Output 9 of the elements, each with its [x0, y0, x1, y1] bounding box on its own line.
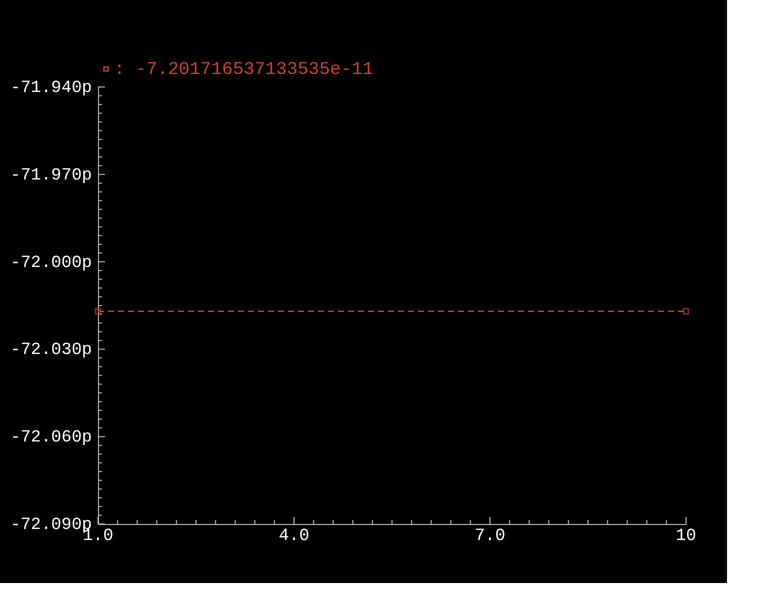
y-tick-label: -72.060p	[10, 428, 92, 448]
y-tick-label: -71.970p	[10, 166, 92, 186]
legend-label: : -7.201716537133535e-11	[114, 60, 374, 80]
x-tick-label: 10	[676, 527, 696, 546]
y-tick-label: -71.940p	[10, 79, 92, 98]
y-tick-label: -72.000p	[10, 254, 92, 273]
x-tick-label: 4.0	[278, 527, 310, 546]
y-tick-label: -72.030p	[10, 341, 92, 360]
x-tick-label: 7.0	[474, 527, 506, 546]
